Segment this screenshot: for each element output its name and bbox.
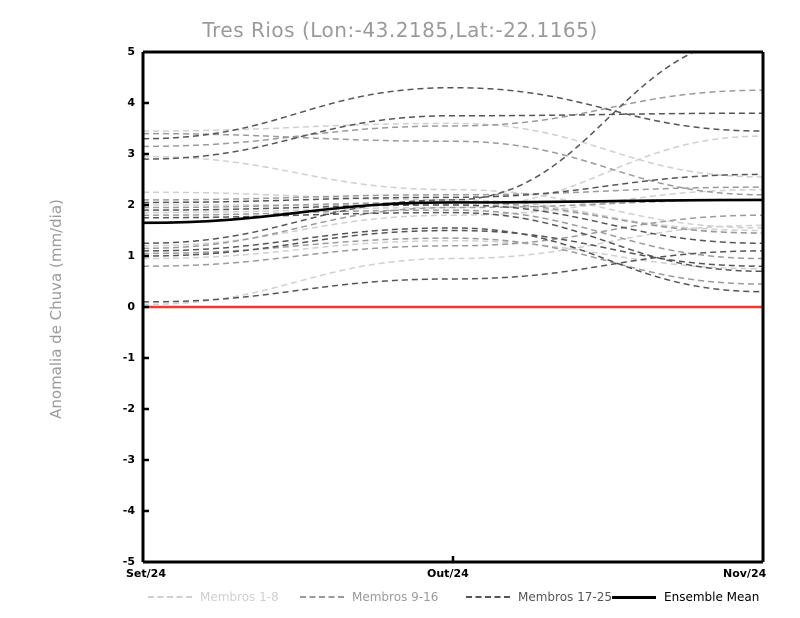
member-line: [143, 89, 763, 148]
member-line: [143, 155, 763, 229]
legend-swatch-icon: [300, 596, 344, 598]
legend-item[interactable]: Membros 17-25: [466, 586, 612, 608]
member-line: [143, 173, 763, 204]
member-line: [143, 112, 763, 160]
ensemble-mean-line: [143, 198, 763, 225]
y-tick-label: -3: [122, 453, 135, 466]
member-line: [143, 237, 763, 285]
legend-label: Membros 1-8: [200, 590, 279, 604]
x-tick-label: Nov/24: [723, 567, 767, 580]
member-line: [143, 229, 763, 267]
legend-label: Membros 17-25: [518, 590, 612, 604]
chart-legend: Membros 1-8 Membros 9-16 Membros 17-25 Ense…: [0, 586, 800, 608]
member-line: [143, 52, 696, 244]
member-line: [143, 227, 763, 293]
y-tick-label: 3: [127, 147, 135, 160]
y-tick-label: -4: [122, 504, 135, 517]
series-layer: [143, 52, 763, 306]
member-line: [143, 209, 763, 260]
legend-item[interactable]: Membros 1-8: [148, 586, 279, 608]
member-line: [143, 204, 763, 244]
legend-item[interactable]: Membros 9-16: [300, 586, 438, 608]
member-line: [143, 224, 763, 306]
legend-swatch-icon: [466, 596, 510, 598]
y-tick-label: 2: [127, 198, 135, 211]
y-tick-label: 1: [127, 249, 135, 262]
page-title: Tres Rios (Lon:-43.2185,Lat:-22.1165): [202, 18, 598, 42]
member-line: [143, 86, 763, 140]
member-line: [143, 188, 763, 247]
member-line: [143, 214, 763, 267]
member-line: [143, 186, 763, 201]
y-tick-label: -5: [122, 555, 135, 568]
member-line: [143, 211, 763, 273]
y-tick-label: 4: [127, 96, 135, 109]
y-tick-label: 0: [127, 300, 135, 313]
y-tick-label: -2: [122, 402, 135, 415]
y-tick-label: 5: [127, 45, 135, 58]
member-line: [143, 132, 763, 196]
x-tick-label: Set/24: [126, 567, 166, 580]
legend-label: Ensemble Mean: [664, 590, 760, 604]
legend-item[interactable]: Ensemble Mean: [612, 586, 759, 608]
legend-label: Membros 9-16: [352, 590, 439, 604]
y-tick-label: -1: [122, 351, 135, 364]
member-line: [143, 239, 763, 270]
legend-swatch-icon: [612, 595, 656, 599]
legend-swatch-icon: [148, 596, 192, 598]
member-line: [143, 250, 763, 303]
axis-frame: [141, 50, 765, 564]
member-line: [143, 122, 763, 178]
x-tick-label: Out/24: [427, 567, 469, 580]
